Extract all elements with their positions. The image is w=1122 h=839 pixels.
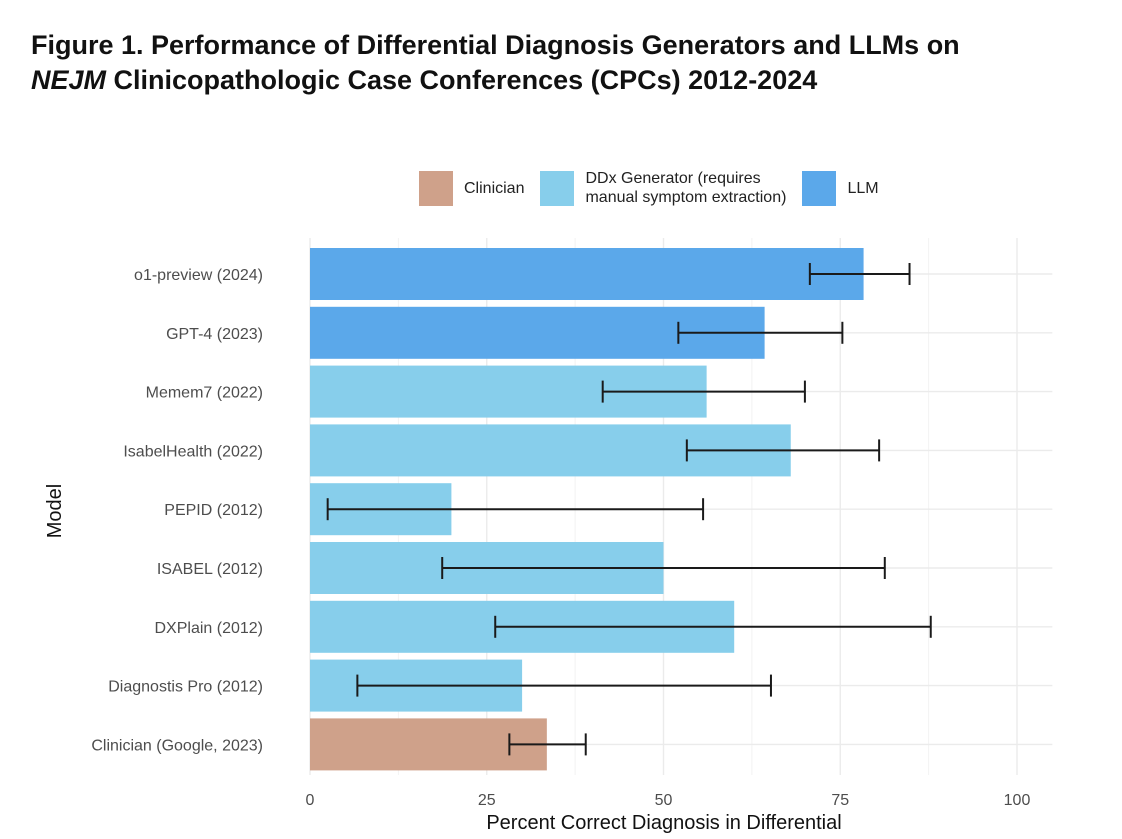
figure-title: Figure 1. Performance of Differential Di… xyxy=(31,28,960,98)
legend-label-ddx-line-1: DDx Generator (requires xyxy=(585,170,761,187)
bar xyxy=(310,718,547,771)
x-tick-label: 100 xyxy=(1004,792,1031,809)
y-tick-label: o1-preview (2024) xyxy=(134,267,263,284)
y-tick-label: IsabelHealth (2022) xyxy=(123,443,263,460)
y-tick-label: Clinician (Google, 2023) xyxy=(91,737,263,754)
legend-swatch-ddx-generator xyxy=(540,170,575,206)
y-tick-label: PEPID (2012) xyxy=(164,502,263,519)
y-tick-label: DXPlain (2012) xyxy=(155,620,264,637)
y-tick-label: Memem7 (2022) xyxy=(146,385,263,402)
x-tick-label: 0 xyxy=(306,792,315,809)
legend-label-clinician: Clinician xyxy=(464,179,525,197)
title-journal-name: NEJM xyxy=(31,65,107,95)
chart-legend: Clinician DDx Generator (requires manual… xyxy=(419,168,895,208)
error-bars xyxy=(326,263,932,756)
legend-label-ddx-generator: DDx Generator (requires manual symptom e… xyxy=(585,169,786,207)
title-line-2: NEJM Clinicopathologic Case Conferences … xyxy=(31,63,960,98)
y-axis-tick-labels: o1-preview (2024) GPT-4 (2023) Memem7 (202… xyxy=(91,267,263,754)
legend-label-ddx-line-2: manual symptom extraction) xyxy=(585,189,787,206)
x-tick-label: 75 xyxy=(831,792,849,809)
x-axis-tick-labels: 0 25 50 75 100 xyxy=(306,792,1031,809)
x-tick-label: 50 xyxy=(655,792,673,809)
legend-item-llm: LLM xyxy=(802,170,879,206)
legend-swatch-clinician xyxy=(419,170,453,206)
x-tick-label: 25 xyxy=(478,792,496,809)
title-line-1: Figure 1. Performance of Differential Di… xyxy=(31,30,960,60)
legend-item-ddx-generator: DDx Generator (requires manual symptom e… xyxy=(540,169,786,207)
legend-label-llm: LLM xyxy=(847,179,879,197)
legend-item-clinician: Clinician xyxy=(419,170,525,206)
x-axis-title: Percent Correct Diagnosis in Differentia… xyxy=(486,812,841,834)
title-line-2-rest: Clinicopathologic Case Conferences (CPCs… xyxy=(106,65,818,95)
y-tick-label: GPT-4 (2023) xyxy=(166,326,263,343)
y-tick-label: ISABEL (2012) xyxy=(157,561,263,578)
bar xyxy=(310,248,864,300)
legend-swatch-llm xyxy=(802,170,837,206)
y-axis-title: Model xyxy=(44,484,66,538)
y-tick-label: Diagnostis Pro (2012) xyxy=(108,679,263,696)
